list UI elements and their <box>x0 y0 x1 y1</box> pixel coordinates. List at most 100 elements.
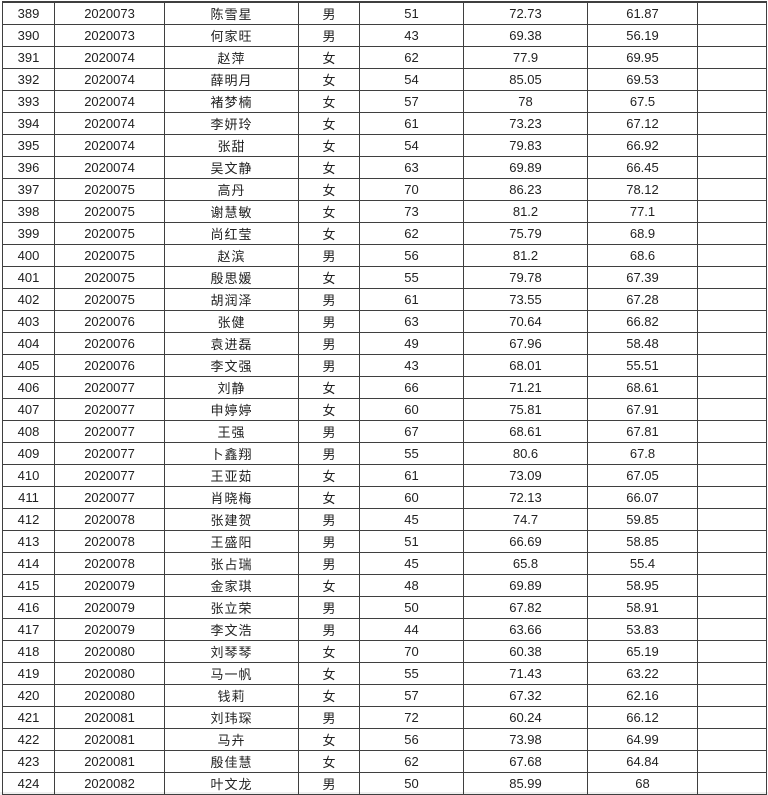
cell-age: 54 <box>359 68 464 91</box>
cell-score2: 67.05 <box>587 464 698 487</box>
cell-score2: 63.22 <box>587 662 698 685</box>
cell-note <box>697 332 767 355</box>
cell-seq: 411 <box>2 486 55 509</box>
cell-seq: 393 <box>2 90 55 113</box>
cell-gender: 男 <box>298 596 360 619</box>
cell-id: 2020075 <box>54 178 165 201</box>
cell-age: 48 <box>359 574 464 597</box>
cell-id: 2020080 <box>54 684 165 707</box>
cell-gender: 男 <box>298 1 360 25</box>
cell-age: 56 <box>359 244 464 267</box>
cell-note <box>697 486 767 509</box>
cell-note <box>697 68 767 91</box>
cell-name: 钱莉 <box>164 684 299 707</box>
cell-score2: 62.16 <box>587 684 698 707</box>
cell-age: 70 <box>359 178 464 201</box>
cell-note <box>697 530 767 553</box>
cell-id: 2020079 <box>54 596 165 619</box>
cell-id: 2020075 <box>54 222 165 245</box>
cell-seq: 390 <box>2 24 55 47</box>
cell-id: 2020075 <box>54 244 165 267</box>
cell-note <box>697 354 767 377</box>
cell-id: 2020079 <box>54 618 165 641</box>
cell-gender: 女 <box>298 178 360 201</box>
table-row: 401 2020075 殷思媛女 55 79.78 67.39 <box>2 266 767 289</box>
cell-gender: 女 <box>298 90 360 113</box>
cell-seq: 398 <box>2 200 55 223</box>
cell-score2: 66.45 <box>587 156 698 179</box>
cell-id: 2020079 <box>54 574 165 597</box>
cell-gender: 男 <box>298 244 360 267</box>
cell-name: 卜鑫翔 <box>164 442 299 465</box>
cell-seq: 418 <box>2 640 55 663</box>
cell-score2: 66.12 <box>587 706 698 729</box>
cell-seq: 396 <box>2 156 55 179</box>
cell-seq: 400 <box>2 244 55 267</box>
cell-score1: 73.23 <box>463 112 588 135</box>
cell-score1: 73.98 <box>463 728 588 751</box>
cell-name: 张建贺 <box>164 508 299 531</box>
cell-name: 高丹 <box>164 178 299 201</box>
table-row: 402 2020075 胡润泽男 61 73.55 67.28 <box>2 288 767 311</box>
cell-name: 李妍玲 <box>164 112 299 135</box>
cell-id: 2020080 <box>54 662 165 685</box>
table-row: 421 2020081 刘玮琛男 72 60.24 66.12 <box>2 706 767 729</box>
cell-gender: 女 <box>298 222 360 245</box>
cell-seq: 416 <box>2 596 55 619</box>
cell-age: 67 <box>359 420 464 443</box>
cell-age: 57 <box>359 90 464 113</box>
cell-note <box>697 310 767 333</box>
table-row: 411 2020077 肖晓梅女 60 72.13 66.07 <box>2 486 767 509</box>
cell-score1: 85.99 <box>463 772 588 795</box>
cell-gender: 女 <box>298 112 360 135</box>
cell-name: 张立荣 <box>164 596 299 619</box>
cell-gender: 女 <box>298 68 360 91</box>
cell-age: 61 <box>359 288 464 311</box>
table-row: 398 2020075 谢慧敏女 73 81.2 77.1 <box>2 200 767 223</box>
cell-gender: 女 <box>298 266 360 289</box>
cell-id: 2020077 <box>54 464 165 487</box>
cell-score1: 71.21 <box>463 376 588 399</box>
cell-score1: 68.61 <box>463 420 588 443</box>
cell-score1: 73.09 <box>463 464 588 487</box>
table-row: 412 2020078 张建贺男 45 74.7 59.85 <box>2 508 767 531</box>
cell-gender: 男 <box>298 530 360 553</box>
cell-age: 49 <box>359 332 464 355</box>
cell-id: 2020077 <box>54 420 165 443</box>
cell-note <box>697 90 767 113</box>
cell-name: 李文强 <box>164 354 299 377</box>
cell-age: 72 <box>359 706 464 729</box>
cell-age: 61 <box>359 112 464 135</box>
cell-score2: 58.48 <box>587 332 698 355</box>
cell-age: 43 <box>359 354 464 377</box>
cell-id: 2020075 <box>54 266 165 289</box>
cell-age: 73 <box>359 200 464 223</box>
cell-name: 马一帆 <box>164 662 299 685</box>
cell-id: 2020076 <box>54 332 165 355</box>
cell-note <box>697 178 767 201</box>
cell-name: 李文浩 <box>164 618 299 641</box>
cell-score1: 63.66 <box>463 618 588 641</box>
cell-score2: 67.81 <box>587 420 698 443</box>
cell-id: 2020078 <box>54 552 165 575</box>
cell-name: 吴文静 <box>164 156 299 179</box>
cell-id: 2020075 <box>54 200 165 223</box>
cell-name: 何家旺 <box>164 24 299 47</box>
table-row: 423 2020081 殷佳慧女 62 67.68 64.84 <box>2 750 767 773</box>
cell-score1: 74.7 <box>463 508 588 531</box>
cell-seq: 394 <box>2 112 55 135</box>
cell-gender: 男 <box>298 310 360 333</box>
cell-id: 2020081 <box>54 750 165 773</box>
cell-seq: 422 <box>2 728 55 751</box>
cell-score1: 60.24 <box>463 706 588 729</box>
table-row: 414 2020078 张占瑞男 45 65.8 55.4 <box>2 552 767 575</box>
cell-seq: 399 <box>2 222 55 245</box>
table-row: 417 2020079 李文浩男 44 63.66 53.83 <box>2 618 767 641</box>
cell-score2: 68.6 <box>587 244 698 267</box>
table-row: 420 2020080 钱莉女 57 67.32 62.16 <box>2 684 767 707</box>
cell-score2: 68.61 <box>587 376 698 399</box>
cell-score2: 66.92 <box>587 134 698 157</box>
cell-name: 刘静 <box>164 376 299 399</box>
